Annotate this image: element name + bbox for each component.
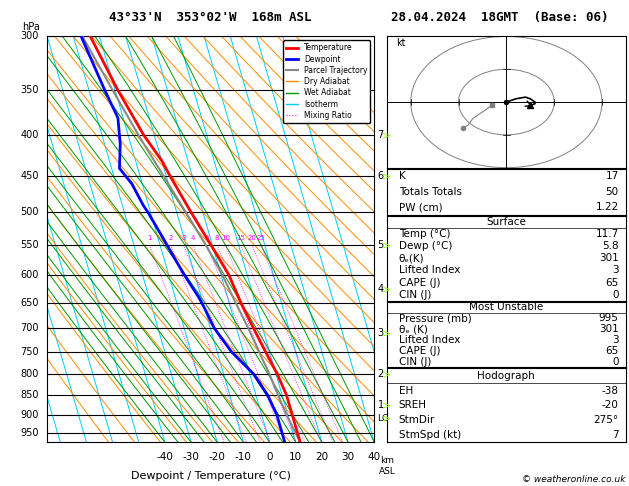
Text: -38: -38 xyxy=(602,385,619,396)
Text: 6: 6 xyxy=(205,235,209,241)
Text: 3: 3 xyxy=(377,328,384,338)
Text: 15: 15 xyxy=(237,235,245,241)
Text: 750: 750 xyxy=(20,347,39,357)
Text: 900: 900 xyxy=(21,410,39,420)
Text: 10: 10 xyxy=(289,452,303,462)
Text: 5.8: 5.8 xyxy=(602,241,619,251)
Text: © weatheronline.co.uk: © weatheronline.co.uk xyxy=(522,474,626,484)
Text: Lifted Index: Lifted Index xyxy=(399,265,460,276)
Text: CAPE (J): CAPE (J) xyxy=(399,346,440,356)
Text: SREH: SREH xyxy=(399,400,427,410)
Text: Most Unstable: Most Unstable xyxy=(469,302,543,312)
Text: 2: 2 xyxy=(169,235,173,241)
Text: 301: 301 xyxy=(599,253,619,263)
Text: 800: 800 xyxy=(21,369,39,379)
Text: StmSpd (kt): StmSpd (kt) xyxy=(399,430,461,440)
Text: Dewp (°C): Dewp (°C) xyxy=(399,241,452,251)
Text: km
ASL: km ASL xyxy=(379,456,396,476)
Text: 3: 3 xyxy=(181,235,186,241)
Text: 25: 25 xyxy=(257,235,265,241)
Text: >: > xyxy=(382,284,391,294)
Text: >: > xyxy=(382,240,391,250)
Text: PW (cm): PW (cm) xyxy=(399,202,442,212)
Text: 17: 17 xyxy=(606,172,619,181)
Text: 43°33'N  353°02'W  168m ASL: 43°33'N 353°02'W 168m ASL xyxy=(109,11,312,24)
Text: 0: 0 xyxy=(266,452,273,462)
Text: 650: 650 xyxy=(21,297,39,308)
Text: Temp (°C): Temp (°C) xyxy=(399,229,450,239)
Text: 500: 500 xyxy=(21,208,39,217)
Text: Mixing Ratio (g/kg): Mixing Ratio (g/kg) xyxy=(403,196,411,282)
Text: 275°: 275° xyxy=(594,415,619,425)
Text: StmDir: StmDir xyxy=(399,415,435,425)
Text: 550: 550 xyxy=(20,240,39,250)
Text: 5: 5 xyxy=(377,240,384,250)
Legend: Temperature, Dewpoint, Parcel Trajectory, Dry Adiabat, Wet Adiabat, Isotherm, Mi: Temperature, Dewpoint, Parcel Trajectory… xyxy=(283,40,370,123)
Text: -10: -10 xyxy=(235,452,252,462)
Text: >: > xyxy=(382,369,391,379)
Text: 40: 40 xyxy=(368,452,381,462)
Text: 65: 65 xyxy=(606,278,619,288)
Text: -20: -20 xyxy=(602,400,619,410)
Text: 28.04.2024  18GMT  (Base: 06): 28.04.2024 18GMT (Base: 06) xyxy=(391,11,609,24)
Text: 10: 10 xyxy=(221,235,230,241)
Text: 301: 301 xyxy=(599,324,619,334)
Text: -30: -30 xyxy=(182,452,199,462)
Text: 7: 7 xyxy=(612,430,619,440)
Text: 600: 600 xyxy=(21,270,39,280)
Text: Pressure (mb): Pressure (mb) xyxy=(399,313,472,323)
Text: 20: 20 xyxy=(247,235,256,241)
Text: 4: 4 xyxy=(377,284,384,294)
Text: 50: 50 xyxy=(606,187,619,197)
Text: 0: 0 xyxy=(612,290,619,300)
Text: 300: 300 xyxy=(21,32,39,41)
Text: 4: 4 xyxy=(191,235,195,241)
Text: CAPE (J): CAPE (J) xyxy=(399,278,440,288)
Text: CIN (J): CIN (J) xyxy=(399,290,431,300)
Text: Surface: Surface xyxy=(486,217,526,227)
Text: Lifted Index: Lifted Index xyxy=(399,335,460,345)
Text: -40: -40 xyxy=(157,452,174,462)
Text: kt: kt xyxy=(396,38,406,48)
Text: 700: 700 xyxy=(21,323,39,333)
Text: 400: 400 xyxy=(21,131,39,140)
Text: 1.22: 1.22 xyxy=(596,202,619,212)
Text: Dewpoint / Temperature (°C): Dewpoint / Temperature (°C) xyxy=(131,470,291,481)
Text: 1: 1 xyxy=(147,235,152,241)
Text: hPa: hPa xyxy=(22,21,40,32)
Text: 8: 8 xyxy=(215,235,220,241)
Text: 11.7: 11.7 xyxy=(596,229,619,239)
Text: 850: 850 xyxy=(21,390,39,400)
Text: Totals Totals: Totals Totals xyxy=(399,187,462,197)
Text: 2: 2 xyxy=(377,369,384,379)
Text: Hodograph: Hodograph xyxy=(477,371,535,381)
Text: 7: 7 xyxy=(377,131,384,140)
Text: 3: 3 xyxy=(612,265,619,276)
Text: 350: 350 xyxy=(21,85,39,94)
Text: EH: EH xyxy=(399,385,413,396)
Text: 6: 6 xyxy=(377,171,384,181)
Text: 20: 20 xyxy=(315,452,328,462)
Text: >: > xyxy=(382,414,391,423)
Text: 450: 450 xyxy=(21,171,39,181)
Text: >: > xyxy=(382,400,391,410)
Text: >: > xyxy=(382,131,391,140)
Text: >: > xyxy=(382,328,391,338)
Text: θₑ (K): θₑ (K) xyxy=(399,324,428,334)
Text: CIN (J): CIN (J) xyxy=(399,357,431,367)
Text: 950: 950 xyxy=(21,428,39,438)
Text: 0: 0 xyxy=(612,357,619,367)
Text: LCL: LCL xyxy=(377,414,394,423)
Text: K: K xyxy=(399,172,406,181)
Text: 30: 30 xyxy=(342,452,355,462)
Text: -20: -20 xyxy=(209,452,226,462)
Text: 65: 65 xyxy=(606,346,619,356)
Text: 3: 3 xyxy=(612,335,619,345)
Text: >: > xyxy=(382,171,391,181)
Text: 995: 995 xyxy=(599,313,619,323)
Text: 1: 1 xyxy=(377,400,384,410)
Text: θₑ(K): θₑ(K) xyxy=(399,253,425,263)
